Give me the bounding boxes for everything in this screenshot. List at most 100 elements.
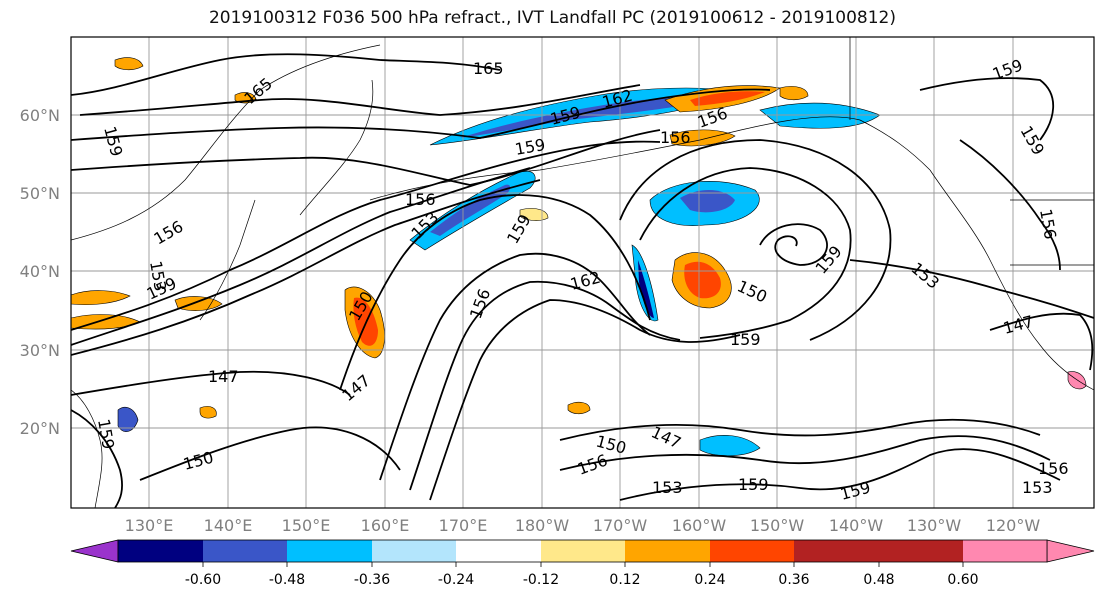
positive-anomaly-japan xyxy=(174,296,223,311)
contour-south-2 xyxy=(559,435,1051,471)
contour-label: 159 xyxy=(730,330,761,349)
colorbar-ticks xyxy=(202,562,964,567)
contour-south-3 xyxy=(619,448,1061,501)
colorbar-tick-label: -0.60 xyxy=(185,572,221,588)
positive-anomaly-small-4 xyxy=(519,208,549,221)
latitude-axis: 60°N 50°N 40°N 30°N 20°N xyxy=(20,106,60,438)
contour-east-coast xyxy=(919,77,1055,141)
lon-tick-label: 150°W xyxy=(750,516,805,535)
contour-trough-4 xyxy=(429,299,741,501)
contour-156-north xyxy=(71,129,661,186)
coastline-japan xyxy=(199,199,256,321)
contour-label: 156 xyxy=(660,128,691,147)
contour-east-coast-2 xyxy=(959,139,1061,271)
colorbar-segment xyxy=(456,540,541,562)
contour-trough-3 xyxy=(409,280,681,491)
contour-153-east xyxy=(849,259,1094,319)
colorbar-tick-label: 0.36 xyxy=(778,572,809,588)
contour-trough-2 xyxy=(379,252,651,481)
coastline-aleutians xyxy=(369,139,701,201)
colorbar-segment xyxy=(710,540,794,562)
negative-anomaly-philippines xyxy=(117,407,139,432)
contour-label: 165 xyxy=(473,59,504,78)
colorbar-tick-label: 0.24 xyxy=(694,572,725,588)
colorbar-segment xyxy=(203,540,287,562)
lon-tick-label: 170°W xyxy=(593,516,648,535)
colorbar-tick-label: -0.48 xyxy=(269,572,305,588)
contour-lines xyxy=(71,53,1094,508)
positive-anomaly-small-3 xyxy=(779,86,809,101)
negative-anomaly-jet-north-core xyxy=(460,97,720,138)
lon-tick-label: 130°E xyxy=(125,516,174,535)
contour-jet-b xyxy=(71,167,531,346)
contour-147-subtropics xyxy=(71,370,351,396)
positive-anomaly-west-edge xyxy=(71,290,131,306)
lon-tick-label: 180°W xyxy=(515,516,570,535)
lon-tick-label: 140°W xyxy=(829,516,884,535)
lat-tick-label: 50°N xyxy=(20,184,60,203)
contour-low-center xyxy=(759,223,828,266)
colorbar-segment xyxy=(541,540,625,562)
coastline-china xyxy=(71,389,103,508)
colorbar-frame xyxy=(117,539,1048,563)
contour-southeast xyxy=(989,312,1094,371)
colorbar-tick-label: -0.12 xyxy=(523,572,559,588)
colorbar-tick-label: 0.60 xyxy=(947,572,978,588)
colorbar-segment xyxy=(794,540,879,562)
coastlines xyxy=(71,37,1094,508)
contour-162-north xyxy=(79,84,641,116)
contour-label: 156 xyxy=(1038,459,1069,478)
colorbar-tick-label: 0.12 xyxy=(609,572,640,588)
lat-tick-label: 60°N xyxy=(20,106,60,125)
coastline-alaska xyxy=(699,116,931,171)
colorbar-right-extension xyxy=(1046,539,1095,563)
lon-tick-label: 170°E xyxy=(439,516,488,535)
contour-159-north xyxy=(71,88,771,141)
colorbar-left-extension xyxy=(70,539,119,563)
positive-anomaly-small-5 xyxy=(567,401,591,415)
lon-tick-label: 160°E xyxy=(361,516,410,535)
border-canada xyxy=(849,37,1094,266)
contour-trough-1 xyxy=(339,194,651,391)
gridlines xyxy=(71,37,1094,508)
map-frame xyxy=(70,36,1095,509)
longitude-axis: 130°E 140°E 150°E 160°E 170°E 180°W 170°… xyxy=(125,516,1041,535)
colorbar-segment xyxy=(287,540,372,562)
colorbar-segment xyxy=(879,540,963,562)
positive-anomaly-small-1 xyxy=(114,57,144,71)
colorbar-segment xyxy=(963,540,1047,562)
contour-label: 159 xyxy=(738,475,769,494)
colorbar-tick-label: -0.36 xyxy=(354,572,390,588)
lon-tick-label: 120°W xyxy=(986,516,1041,535)
contour-south-1 xyxy=(559,418,1041,441)
lat-tick-label: 30°N xyxy=(20,341,60,360)
lon-tick-label: 140°E xyxy=(204,516,253,535)
negative-anomaly-gulf-core xyxy=(680,189,735,213)
lat-tick-label: 40°N xyxy=(20,262,60,281)
positive-anomaly-small-7 xyxy=(199,406,217,419)
contour-label: 153 xyxy=(652,478,683,497)
negative-anomaly-hawaii xyxy=(699,435,761,457)
contour-jet-a xyxy=(71,140,661,331)
lon-tick-label: 160°W xyxy=(672,516,727,535)
contour-165-north xyxy=(71,53,501,96)
shading-layer xyxy=(71,57,1087,457)
lon-tick-label: 150°E xyxy=(282,516,331,535)
contour-ridge-east xyxy=(639,167,852,339)
contour-ridge-east-2 xyxy=(619,139,892,341)
contour-label: 147 xyxy=(208,367,239,386)
coastline-asia xyxy=(71,44,381,241)
contour-jet-c xyxy=(71,179,541,356)
contour-150-south xyxy=(139,426,401,481)
colorbar-tick-label: -0.24 xyxy=(438,572,474,588)
coastline-north-america xyxy=(929,169,1094,391)
contour-philippines xyxy=(71,409,123,508)
colorbar-segment xyxy=(118,540,203,562)
colorbar-segment xyxy=(625,540,710,562)
lat-tick-label: 20°N xyxy=(20,419,60,438)
map-panel: 165 165 162 159 159 159 159 159 159 159 … xyxy=(70,36,1095,509)
colorbar: -0.60 -0.48 -0.36 -0.24 -0.12 0.12 0.24 … xyxy=(70,539,1095,588)
negative-anomaly-band-160w-core xyxy=(638,260,654,318)
chart-title: 2019100312 F036 500 hPa refract., IVT La… xyxy=(208,8,896,28)
